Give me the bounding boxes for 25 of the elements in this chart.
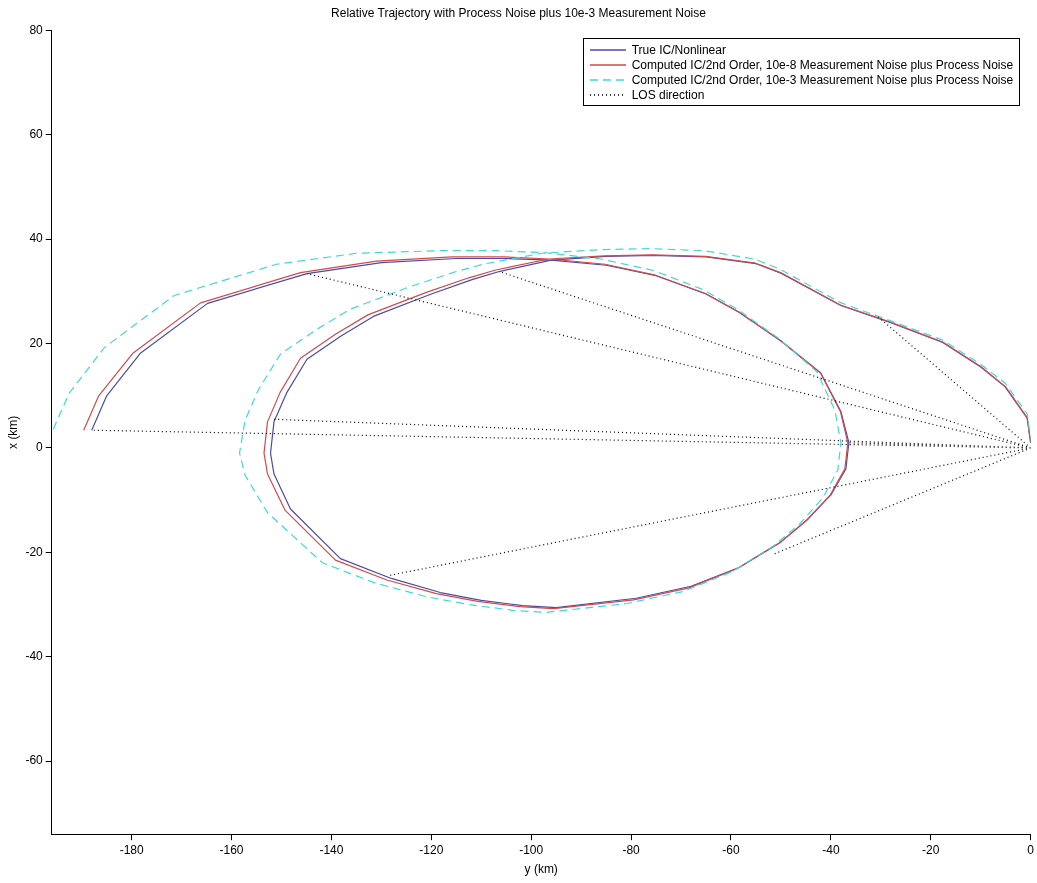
y-tick-label: 20 (29, 335, 44, 350)
y-tick-label: -60 (25, 753, 44, 768)
x-tick-label: -80 (622, 842, 641, 857)
y-axis-title: x (km) (5, 415, 20, 449)
legend-label: True IC/Nonlinear (631, 42, 726, 57)
y-tick-label: 0 (36, 440, 44, 455)
x-axis-title: y (km) (524, 862, 558, 877)
x-tick-label: 0 (1027, 842, 1035, 857)
y-tick-label: 80 (29, 22, 44, 37)
y-tick-label: -40 (25, 649, 44, 664)
y-tick-label: 40 (29, 231, 44, 246)
chart-title: Relative Trajectory with Process Noise plus 10e-3 Measurement Noise (331, 5, 707, 20)
x-tick-label: -20 (922, 842, 940, 857)
y-tick-label: 60 (29, 127, 44, 142)
x-tick-label: -100 (519, 842, 544, 857)
x-tick-label: -40 (822, 842, 840, 857)
x-tick-label: -120 (419, 842, 444, 857)
legend-label: Computed IC/2nd Order, 10e-8 Measurement Noise plus Process Noise (631, 57, 1014, 72)
x-tick-label: -180 (119, 842, 144, 857)
x-tick-label: -60 (722, 842, 740, 857)
x-tick-label: -160 (219, 842, 244, 857)
legend-label: Computed IC/2nd Order, 10e-3 Measurement Noise plus Process Noise (631, 72, 1014, 87)
legend-label: LOS direction (631, 87, 705, 102)
x-tick-label: -140 (319, 842, 344, 857)
y-tick-label: -20 (25, 544, 44, 559)
